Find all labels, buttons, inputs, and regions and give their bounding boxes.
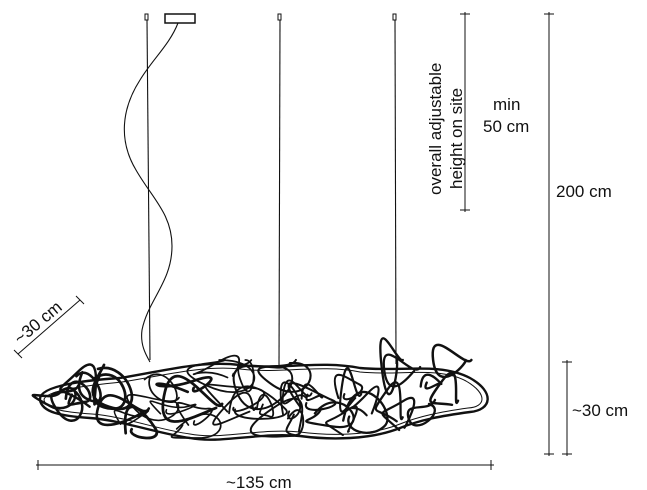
- tangle-loop: [431, 343, 473, 379]
- tangle-loop: [429, 371, 460, 407]
- lamp-outline-inner: [43, 367, 483, 437]
- tangle-loop: [186, 359, 256, 393]
- overall-height-label-line2: height on site: [447, 88, 466, 189]
- tangle-loop: [212, 391, 257, 426]
- tangle-loop: [175, 401, 213, 426]
- tangle-loop: [382, 353, 422, 388]
- tangle-loop: [305, 401, 355, 429]
- dimension-labels: overall adjustable height on site min 50…: [10, 63, 628, 490]
- tangle-loop: [228, 385, 288, 420]
- min-label: min: [493, 95, 520, 114]
- depth-label: ~30 cm: [10, 297, 65, 348]
- cable-hook-right: [392, 13, 397, 21]
- dimension-lines: [13, 12, 572, 470]
- cable-hook-left: [144, 13, 149, 21]
- tangle-loop: [287, 382, 337, 411]
- tangle-loop: [204, 383, 265, 413]
- tangle-loop: [374, 381, 404, 423]
- tangle-loop: [92, 373, 127, 411]
- tangle-loop: [381, 397, 416, 432]
- width-label: ~135 cm: [226, 473, 292, 490]
- tangle-loop: [379, 337, 404, 396]
- tangle-loop: [143, 373, 178, 403]
- tangle-loop: [113, 409, 149, 426]
- tangle-loop: [342, 391, 389, 434]
- depth-line: [17, 299, 81, 355]
- power-cord: [123, 22, 179, 363]
- tangle-loop: [170, 413, 222, 439]
- tangle-loop: [333, 373, 363, 401]
- tangle-loop: [149, 400, 197, 415]
- ceiling-canopy: [164, 13, 196, 24]
- body-height-label: ~30 cm: [572, 401, 628, 420]
- tangle-loop: [64, 380, 92, 406]
- suspension-cable-right: [394, 19, 397, 365]
- overall-height-label-line1: overall adjustable: [426, 63, 445, 195]
- tangle-loop: [155, 376, 213, 394]
- tangle-loop: [257, 358, 312, 393]
- total-height-label: 200 cm: [556, 182, 612, 201]
- cable-hook-middle: [277, 13, 282, 21]
- tangle-loop: [123, 405, 159, 440]
- tangle-loop: [192, 354, 241, 379]
- tangled-lamp-body: [31, 337, 489, 441]
- suspension-cable-middle: [278, 19, 281, 369]
- min-value-label: 50 cm: [483, 117, 529, 136]
- tangle-loop: [256, 393, 275, 418]
- tangle-loop: [249, 397, 304, 438]
- suspension-system: [123, 13, 397, 369]
